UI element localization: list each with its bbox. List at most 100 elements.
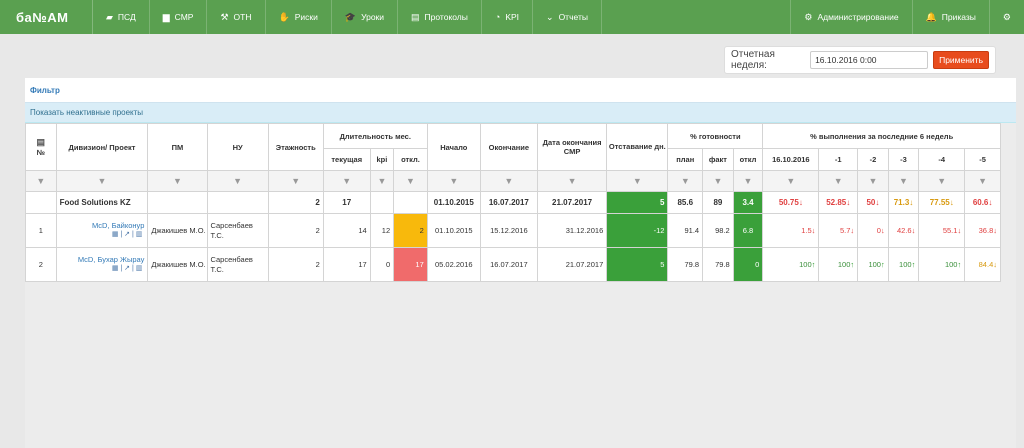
row-week-4: 100↑ (918, 247, 966, 282)
arrow-down-icon: ↓ (875, 198, 880, 207)
col-end[interactable]: Окончание (479, 123, 538, 171)
total-week-4: 77.55↓ (918, 191, 966, 214)
column-filter-icon[interactable]: ▼ (267, 170, 324, 192)
col-ready-plan[interactable]: план (667, 148, 704, 171)
gear-icon: ⚙ (1002, 11, 1011, 22)
column-filter-icon[interactable]: ▼ (818, 170, 859, 192)
col-ready-fact[interactable]: факт (702, 148, 734, 171)
excel-icon[interactable]: ▤ (36, 137, 46, 147)
column-filter-icon[interactable]: ▼ (732, 170, 764, 192)
col-nu[interactable]: НУ (206, 123, 269, 171)
column-filter-icon[interactable]: ▼ (887, 170, 920, 192)
column-filter-icon[interactable]: ▼ (857, 170, 889, 192)
nav-item-уроки[interactable]: 🎓 Уроки (332, 0, 399, 34)
project-action-icons[interactable]: ▦ | ↗ | ▥ (111, 264, 143, 272)
week-value: 0 (876, 226, 881, 235)
column-filter-icon[interactable]: ▼ (206, 170, 269, 192)
apply-button[interactable]: Применить (933, 51, 989, 69)
col-week-1[interactable]: -1 (818, 148, 859, 171)
row-pm: Джакишев М.О. (147, 213, 208, 248)
show-inactive-link[interactable]: Показать неактивные проекты (25, 103, 1016, 123)
col-week-4[interactable]: -4 (918, 148, 966, 171)
row-project: McD, Бухар Жырау ▦ | ↗ | ▥ (55, 247, 149, 282)
week-value: 42.6 (896, 226, 912, 235)
nav-right-администрирование[interactable]: ⚙ Администрирование (790, 0, 911, 34)
column-filter-icon[interactable]: ▼ (536, 170, 608, 192)
arrow-down-icon: ↓ (798, 198, 803, 207)
col-ready-dev[interactable]: откл (732, 148, 764, 171)
row-end: 15.12.2016 (479, 213, 538, 248)
col-lag[interactable]: Отставание дн. (606, 123, 669, 171)
row-ready-dev: 6.8 (732, 213, 764, 248)
dashboard-icon: ◔ (494, 12, 501, 22)
week-value: 1.5 (801, 226, 812, 235)
row-nu: Сарсенбаев Т.С. (206, 247, 269, 282)
column-filter-icon[interactable]: ▼ (964, 170, 1001, 192)
nav-right-settings[interactable]: ⚙ (988, 0, 1024, 34)
bell-icon: 🔔 (925, 11, 937, 22)
col-floors[interactable]: Этажность (267, 123, 324, 171)
row-week-4: 55.1↓ (918, 213, 966, 248)
week-value: 55.1 (942, 226, 958, 235)
project-link[interactable]: McD, Байконур (91, 221, 145, 231)
col-division[interactable]: Дивизион/ Проект (55, 123, 149, 171)
nav-item-протоколы[interactable]: ▤ Протоколы (398, 0, 482, 34)
report-week-input[interactable] (810, 51, 929, 69)
nav-label: KPI (505, 12, 520, 22)
col-week-2[interactable]: -2 (857, 148, 889, 171)
col-pm[interactable]: ПМ (147, 123, 208, 171)
col-smr-end[interactable]: Дата окончания СМР (536, 123, 608, 171)
brand-logo[interactable]: ба№АМ (16, 9, 69, 25)
filter-header[interactable]: Фильтр (25, 78, 1016, 103)
column-filter-icon[interactable]: ▼ (606, 170, 669, 192)
column-filter-icon[interactable]: ▼ (702, 170, 734, 192)
col-week-0[interactable]: 16.10.2016 (762, 148, 820, 171)
nav-item-риски[interactable]: ✋ Риски (266, 0, 332, 34)
week-value: 60.6 (972, 198, 989, 207)
column-filter-icon[interactable]: ▼ (322, 170, 371, 192)
col-num: ▤ № (25, 123, 57, 171)
column-filter-icon[interactable]: ▼ (393, 170, 428, 192)
nav-label: Протоколы (424, 12, 468, 22)
week-value: 36.8 (978, 226, 994, 235)
column-filter-icon[interactable]: ▼ (918, 170, 966, 192)
col-dur-dev[interactable]: откл. (393, 148, 428, 171)
column-filter-icon[interactable]: ▼ (55, 170, 149, 192)
column-filter-icon[interactable]: ▼ (147, 170, 208, 192)
nav-item-kpi[interactable]: ◔ KPI (482, 0, 534, 34)
column-filter-icon[interactable]: ▼ (762, 170, 820, 192)
col-dur-kpi[interactable]: kpi (369, 148, 395, 171)
project-action-icons[interactable]: ▦ | ↗ | ▥ (111, 230, 143, 238)
col-start[interactable]: Начало (426, 123, 481, 171)
row-start: 01.10.2015 (426, 213, 481, 248)
row-ready-fact: 98.2 (702, 213, 734, 248)
nav-item-псд[interactable]: ▰ ПСД (93, 0, 150, 34)
row-end: 16.07.2017 (479, 247, 538, 282)
nav-item-отчеты[interactable]: ⌄ Отчеты (533, 0, 602, 34)
row-week-2: 0↓ (857, 213, 889, 248)
col-week-5[interactable]: -5 (964, 148, 1001, 171)
chevron-down-icon: ⌄ (546, 11, 554, 22)
total-name[interactable]: Food Solutions KZ (55, 191, 149, 214)
project-link[interactable]: McD, Бухар Жырау (77, 255, 145, 265)
row-pm: Джакишев М.О. (147, 247, 208, 282)
col-dur-current[interactable]: текущая (322, 148, 371, 171)
row-ready-dev: 0 (732, 247, 764, 282)
column-filter-icon[interactable]: ▼ (479, 170, 538, 192)
row-smr-end: 31.12.2016 (536, 213, 608, 248)
nav-item-смр[interactable]: ▆ СМР (150, 0, 208, 34)
nav-right-приказы[interactable]: 🔔 Приказы (911, 0, 989, 34)
row-dur-dev: 2 (393, 213, 428, 248)
arrow-up-icon: ↑ (880, 260, 885, 269)
column-filter-icon[interactable]: ▼ (369, 170, 395, 192)
nav-item-отн[interactable]: ⚒ ОТН (207, 0, 266, 34)
column-filter-icon[interactable]: ▼ (426, 170, 481, 192)
row-floors: 2 (267, 213, 324, 248)
column-filter-icon[interactable]: ▼ (667, 170, 704, 192)
col-week-3[interactable]: -3 (887, 148, 920, 171)
nav-label: ОТН (233, 12, 252, 22)
column-filter-icon[interactable]: ▼ (25, 170, 57, 192)
total-week-5: 60.6↓ (964, 191, 1001, 214)
total-smr-end: 21.07.2017 (536, 191, 608, 214)
week-value: 50.75 (778, 198, 799, 207)
